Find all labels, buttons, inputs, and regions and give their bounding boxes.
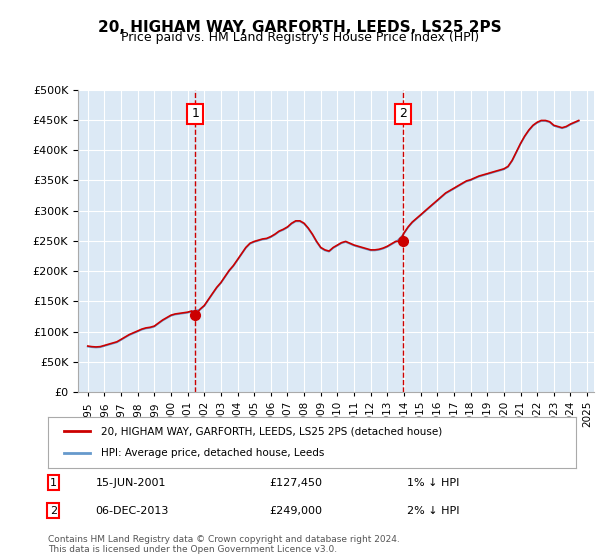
Text: HPI: Average price, detached house, Leeds: HPI: Average price, detached house, Leed…: [101, 449, 324, 459]
Text: 06-DEC-2013: 06-DEC-2013: [95, 506, 169, 516]
Text: Contains HM Land Registry data © Crown copyright and database right 2024.
This d: Contains HM Land Registry data © Crown c…: [48, 535, 400, 554]
Text: 20, HIGHAM WAY, GARFORTH, LEEDS, LS25 2PS: 20, HIGHAM WAY, GARFORTH, LEEDS, LS25 2P…: [98, 20, 502, 35]
Text: 20, HIGHAM WAY, GARFORTH, LEEDS, LS25 2PS (detached house): 20, HIGHAM WAY, GARFORTH, LEEDS, LS25 2P…: [101, 426, 442, 436]
Text: 2% ↓ HPI: 2% ↓ HPI: [407, 506, 460, 516]
Text: 1: 1: [191, 108, 199, 120]
Text: £127,450: £127,450: [270, 478, 323, 488]
Text: 2: 2: [50, 506, 57, 516]
Text: 15-JUN-2001: 15-JUN-2001: [95, 478, 166, 488]
Text: 1% ↓ HPI: 1% ↓ HPI: [407, 478, 460, 488]
Text: 2: 2: [399, 108, 407, 120]
Text: £249,000: £249,000: [270, 506, 323, 516]
Text: Price paid vs. HM Land Registry's House Price Index (HPI): Price paid vs. HM Land Registry's House …: [121, 31, 479, 44]
Text: 1: 1: [50, 478, 57, 488]
